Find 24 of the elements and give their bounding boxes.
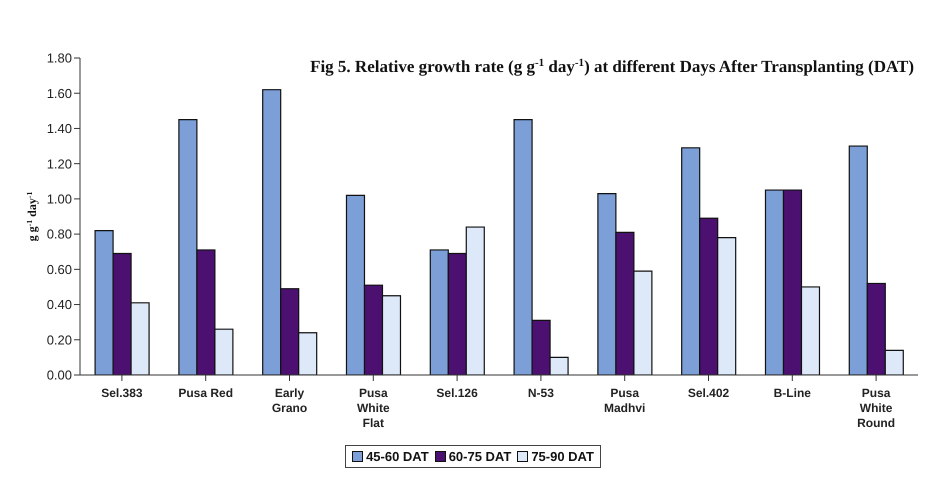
y-tick-label: 1.80 xyxy=(46,50,72,66)
y-tick-label: 0.20 xyxy=(46,332,72,348)
x-tick-label: Sel.402 xyxy=(688,386,730,400)
y-tick-label: 1.40 xyxy=(46,121,72,136)
y-tick-label: 1.20 xyxy=(46,156,72,172)
chart-title: Fig 5. Relative growth rate (g g$^{-1}$ day$^{-1}$) at different Days After Transplanting (DAT) xyxy=(310,57,914,76)
x-tick-label: Sel.383 xyxy=(101,386,143,400)
x-tick-label: Sel.126 xyxy=(436,386,478,400)
x-tick-label: B-Line xyxy=(774,386,812,400)
legend-label: 60-75 DAT xyxy=(448,449,512,464)
x-tick-label: Pusa White Round xyxy=(857,386,896,430)
y-tick-label: 0.00 xyxy=(46,368,72,383)
y-tick-label: 0.80 xyxy=(46,226,72,242)
x-tick-label: Early Grano xyxy=(272,386,308,415)
legend-label: 45-60 DAT xyxy=(366,449,429,464)
y-tick-label: 1.00 xyxy=(46,192,72,207)
x-tick-label: N-53 xyxy=(528,386,554,400)
x-tick-label: Pusa Red xyxy=(178,386,234,400)
y-tick-label: 0.40 xyxy=(46,297,72,312)
y-tick-label: 0.60 xyxy=(46,262,72,277)
x-tick-label: Pusa Madhvi xyxy=(604,386,646,415)
y-tick-label: 1.60 xyxy=(46,86,72,101)
legend-label: 75-90 DAT xyxy=(531,449,594,464)
x-tick-label: Pusa White Flat xyxy=(356,386,390,430)
